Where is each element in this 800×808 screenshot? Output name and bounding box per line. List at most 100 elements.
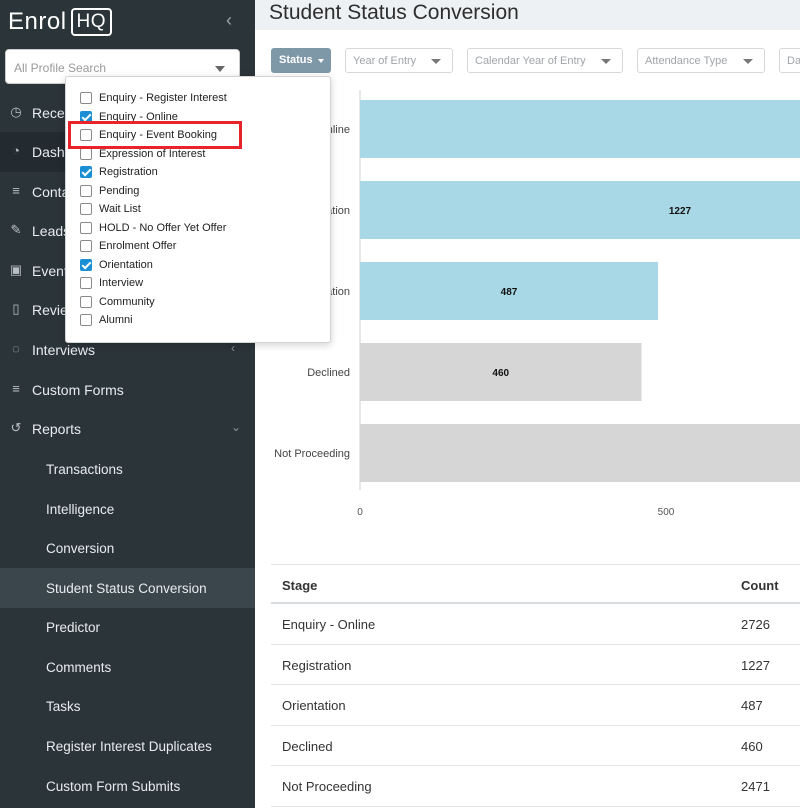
checkbox[interactable] <box>80 314 92 326</box>
filter-label: Calendar Year of Entry <box>475 55 586 67</box>
sidebar-item-label: Leads <box>32 223 71 239</box>
year-of-entry-filter[interactable]: Year of Entry <box>345 48 453 73</box>
option-label: HOLD - No Offer Yet Offer <box>99 221 227 234</box>
sidebar-item-label: Events <box>32 263 75 279</box>
sidebar-subitem-label: Conversion <box>46 541 115 556</box>
chevron-down-icon <box>601 59 611 64</box>
checkbox[interactable] <box>80 221 92 234</box>
data-label: 1227 <box>669 206 692 217</box>
cell-count: 487 <box>741 698 763 713</box>
checkbox[interactable] <box>80 258 92 271</box>
checkbox[interactable] <box>80 203 92 215</box>
table-row: Registration 1227 <box>271 645 800 685</box>
checkbox[interactable] <box>80 295 92 308</box>
table-header-row: Stage Count <box>271 564 800 604</box>
header-count[interactable]: Count <box>741 578 779 593</box>
logo-badge: HQ <box>70 8 113 36</box>
checkbox[interactable] <box>80 184 92 197</box>
sidebar-item-label: Interviews <box>32 342 96 358</box>
bar[interactable] <box>360 181 800 239</box>
checkbox[interactable] <box>80 92 92 104</box>
chevron-down-icon <box>215 66 225 72</box>
attendance-type-filter[interactable]: Attendance Type <box>637 48 765 73</box>
sidebar-subitem-register-interest-duplicates[interactable]: Register Interest Duplicates <box>0 726 255 766</box>
table-row: Orientation 487 <box>271 685 800 726</box>
sidebar-subitem-label: Custom Form Submits <box>46 779 181 794</box>
option-label: Enquiry - Register Interest <box>99 92 227 104</box>
edit-icon: ✎ <box>10 222 22 237</box>
status-filter-button[interactable]: Status <box>271 48 331 73</box>
option-label: Expression of Interest <box>99 147 206 160</box>
status-dropdown-menu: Enquiry - Register Interest Enquiry - On… <box>65 76 331 343</box>
sidebar-subitem-intelligence[interactable]: Intelligence <box>0 489 255 529</box>
sidebar-item-custom-forms[interactable]: ≡ Custom Forms <box>0 370 255 410</box>
sidebar-subitem-custom-form-submits[interactable]: Custom Form Submits <box>0 766 255 806</box>
bar[interactable] <box>360 100 800 158</box>
table-row: Enquiry - Online 2726 <box>271 604 800 645</box>
option-label: Enquiry - Event Booking <box>99 129 218 141</box>
sidebar-item-reports[interactable]: ↺ Reports ⌄ <box>0 409 255 449</box>
data-label: 460 <box>492 368 509 379</box>
cell-count: 2471 <box>741 779 770 794</box>
sidebar-item-events[interactable]: ▣ Events <box>0 251 255 291</box>
option-label: Enrolment Offer <box>99 240 177 252</box>
option-label: Orientation <box>99 258 153 271</box>
category-label: ation <box>326 205 350 217</box>
checkbox[interactable] <box>80 277 92 289</box>
page-title: Student Status Conversion <box>269 1 519 24</box>
collapse-sidebar-icon[interactable]: ‹ <box>226 10 232 30</box>
chat-icon: ◌ <box>12 341 20 356</box>
app-logo[interactable]: Enrol HQ <box>8 6 113 38</box>
checkbox[interactable] <box>80 240 92 252</box>
option-label: Registration <box>99 166 158 178</box>
main-content: Student Status Conversion Status Year of… <box>255 0 800 808</box>
chevron-down-icon <box>431 59 441 64</box>
sidebar-subitem-comments[interactable]: Comments <box>0 647 255 687</box>
title-bar: Student Status Conversion <box>255 0 800 30</box>
category-label: Not Proceeding <box>274 448 350 460</box>
option-label: Alumni <box>99 314 133 326</box>
list-icon: ≡ <box>12 183 20 198</box>
sidebar-subitem-conversion[interactable]: Conversion <box>0 528 255 568</box>
option-label: Interview <box>99 277 144 289</box>
highlight-box <box>68 121 242 149</box>
calendar-icon: ▣ <box>9 262 23 277</box>
sidebar-subitem-transactions[interactable]: Transactions <box>0 449 255 489</box>
table-row: Declined 460 <box>271 726 800 766</box>
header-stage[interactable]: Stage <box>282 578 318 593</box>
history-icon: ↺ <box>10 420 22 435</box>
chevron-left-icon: ‹ <box>231 341 235 355</box>
x-tick-label: 500 <box>658 507 675 518</box>
cell-count: 1227 <box>741 657 770 673</box>
cell-stage: Registration <box>282 657 352 673</box>
filter-label: Year of Entry <box>353 55 417 67</box>
filter-label: Da <box>787 55 800 67</box>
sidebar-item-leads[interactable]: ✎ Leads <box>0 211 255 251</box>
date-filter[interactable]: Da <box>779 48 800 73</box>
bar[interactable] <box>360 343 642 401</box>
sidebar-subitem-label: Comments <box>46 660 112 675</box>
sidebar-subitem-student-status-conversion[interactable]: Student Status Conversion <box>0 568 255 608</box>
sidebar-subitem-tasks[interactable]: Tasks <box>0 686 255 726</box>
document-icon: ▯ <box>12 301 20 316</box>
cell-stage: Orientation <box>282 698 346 713</box>
cell-stage: Declined <box>282 738 333 754</box>
x-tick-label: 0 <box>357 507 363 518</box>
option-label: Pending <box>99 184 140 197</box>
sidebar-item-label: Reports <box>32 421 82 437</box>
stage-count-table: Stage Count Enquiry - Online 2726 Regist… <box>271 564 800 807</box>
sidebar-subitem-predictor[interactable]: Predictor <box>0 607 255 647</box>
bar[interactable] <box>360 424 800 482</box>
list-icon: ≡ <box>12 381 20 396</box>
sidebar-subitem-label: Intelligence <box>46 502 115 517</box>
calendar-year-of-entry-filter[interactable]: Calendar Year of Entry <box>467 48 623 73</box>
search-placeholder: All Profile Search <box>14 61 107 75</box>
checkbox[interactable] <box>80 166 92 178</box>
sidebar-item-interviews[interactable]: ◌ Interviews ‹ <box>0 330 255 370</box>
checkbox[interactable] <box>80 147 92 160</box>
status-filter-label: Status <box>279 54 313 66</box>
bar[interactable] <box>360 262 659 320</box>
checkbox[interactable] <box>80 129 92 141</box>
category-label: ation <box>326 286 350 298</box>
cell-count: 2726 <box>741 617 770 632</box>
